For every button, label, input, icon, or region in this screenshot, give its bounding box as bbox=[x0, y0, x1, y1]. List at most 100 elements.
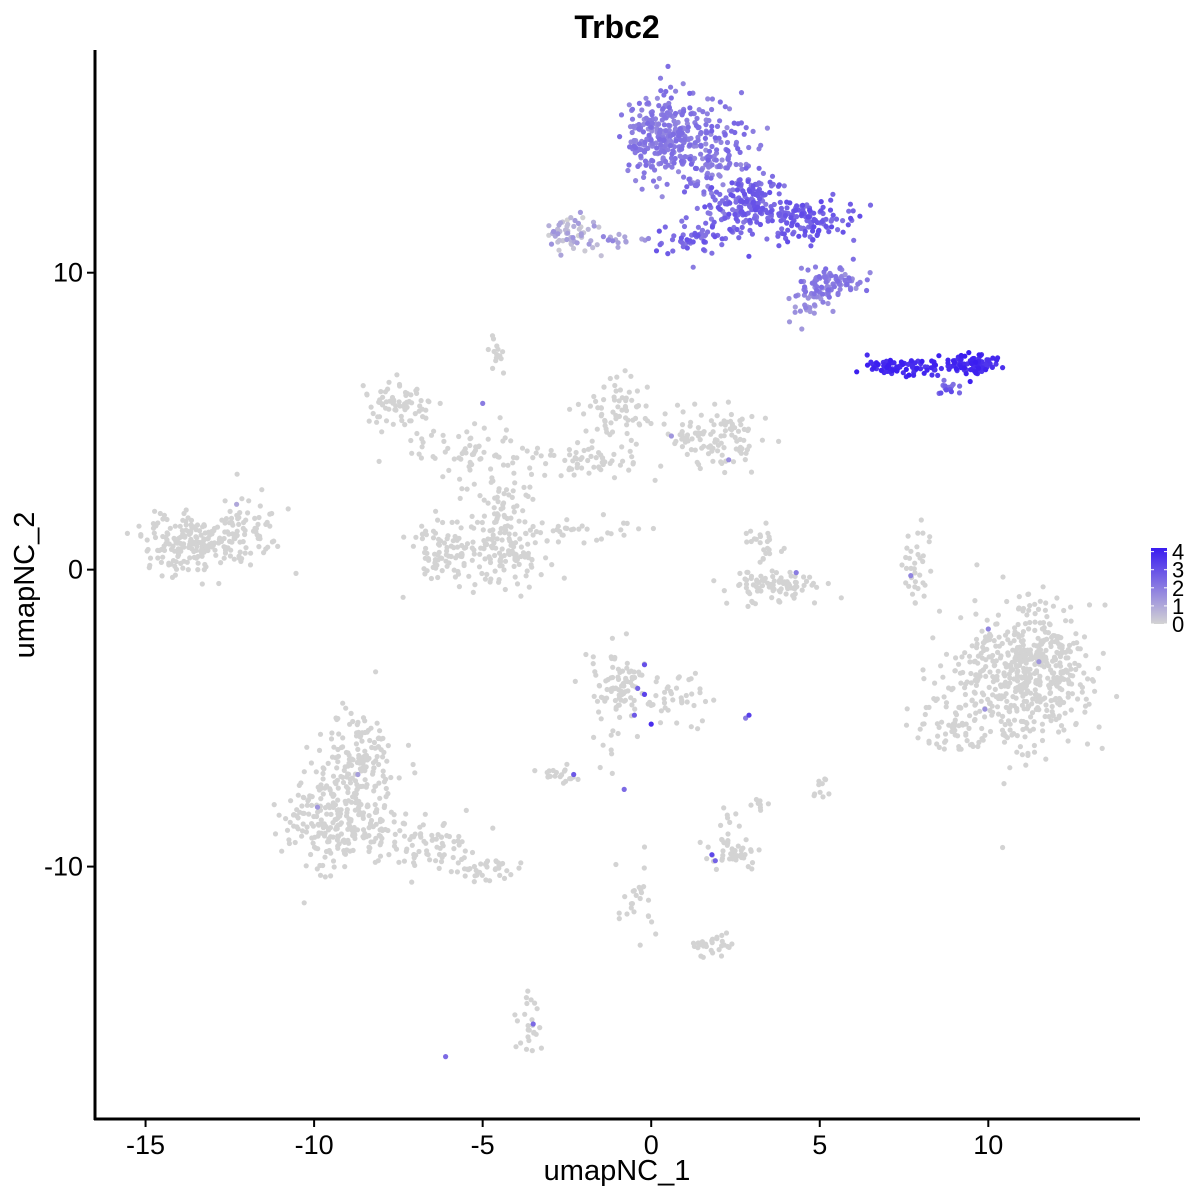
cell-point bbox=[733, 446, 739, 452]
cell-point bbox=[518, 544, 525, 550]
cell-point bbox=[645, 235, 652, 242]
cell-point bbox=[252, 515, 258, 522]
cell-point bbox=[823, 777, 829, 783]
cell-point bbox=[811, 302, 818, 308]
cell-point bbox=[591, 223, 597, 229]
cell-point bbox=[618, 112, 625, 118]
cell-point bbox=[758, 807, 764, 813]
cell-point bbox=[493, 355, 499, 361]
cell-point bbox=[714, 147, 720, 153]
cell-point bbox=[665, 251, 671, 257]
cell-point bbox=[703, 141, 709, 147]
cell-point bbox=[728, 851, 734, 857]
cell-point bbox=[867, 202, 874, 208]
cell-point bbox=[666, 122, 672, 128]
cell-point bbox=[257, 503, 263, 509]
cell-point bbox=[1023, 698, 1030, 705]
cell-point bbox=[1073, 631, 1079, 637]
cell-point bbox=[637, 942, 643, 948]
cell-point bbox=[864, 362, 871, 368]
cell-point bbox=[331, 864, 337, 870]
cell-point bbox=[419, 531, 425, 537]
cell-point bbox=[1019, 682, 1025, 689]
cell-point bbox=[454, 553, 460, 559]
cell-point bbox=[697, 465, 703, 472]
cell-point bbox=[1053, 663, 1059, 669]
cell-point bbox=[587, 403, 594, 409]
cell-point bbox=[329, 730, 335, 736]
cell-point bbox=[385, 791, 391, 797]
cell-point bbox=[628, 695, 634, 701]
cell-point bbox=[145, 546, 151, 553]
cell-point bbox=[355, 771, 361, 778]
cell-point bbox=[736, 823, 742, 829]
cell-point bbox=[1014, 708, 1020, 714]
cell-point bbox=[309, 802, 315, 809]
cell-point bbox=[773, 570, 780, 576]
cell-point bbox=[748, 848, 754, 854]
cell-point bbox=[958, 680, 964, 686]
cell-point bbox=[481, 513, 487, 519]
cell-point bbox=[687, 142, 693, 148]
cell-point bbox=[376, 761, 382, 768]
cell-point bbox=[692, 447, 698, 453]
cell-point bbox=[396, 381, 403, 388]
cell-point bbox=[1042, 629, 1048, 635]
cell-point bbox=[733, 811, 739, 817]
cell-point bbox=[353, 741, 359, 747]
x-tick-label: -5 bbox=[471, 1130, 495, 1160]
cell-point bbox=[160, 516, 166, 522]
cell-point bbox=[1043, 702, 1049, 708]
cell-point bbox=[996, 643, 1003, 649]
cell-point bbox=[418, 455, 424, 461]
cell-point bbox=[294, 807, 300, 813]
cell-point bbox=[641, 691, 648, 698]
cell-point bbox=[752, 207, 759, 213]
cell-point bbox=[681, 223, 688, 230]
cell-point bbox=[653, 140, 659, 146]
cell-point bbox=[506, 531, 512, 537]
cell-point bbox=[350, 757, 356, 763]
cell-point bbox=[301, 769, 307, 775]
cell-point bbox=[532, 1000, 538, 1006]
cell-point bbox=[1065, 738, 1071, 744]
cell-point bbox=[1008, 702, 1014, 709]
cell-point bbox=[462, 446, 468, 452]
cell-point bbox=[807, 574, 813, 580]
cell-point bbox=[316, 747, 323, 754]
cell-point bbox=[622, 404, 629, 411]
cell-point bbox=[953, 366, 960, 372]
cell-point bbox=[124, 530, 130, 537]
cell-point bbox=[721, 445, 727, 451]
colorbar-tick-label: 0 bbox=[1172, 612, 1184, 637]
cell-point bbox=[530, 496, 536, 502]
cell-point bbox=[392, 831, 398, 838]
cell-point bbox=[1040, 584, 1046, 590]
cell-point bbox=[802, 284, 808, 290]
cell-point bbox=[665, 684, 671, 690]
cell-point bbox=[484, 571, 490, 578]
cell-point bbox=[228, 547, 234, 553]
cell-point bbox=[159, 573, 165, 579]
cell-point bbox=[727, 160, 733, 166]
cell-point bbox=[1037, 647, 1044, 653]
cell-point bbox=[1012, 629, 1018, 635]
cell-point bbox=[1100, 650, 1106, 656]
cell-point bbox=[602, 418, 608, 425]
cell-point bbox=[334, 777, 340, 783]
cell-point bbox=[777, 199, 783, 205]
cell-point bbox=[1026, 626, 1032, 632]
cell-point bbox=[523, 573, 529, 579]
cell-point bbox=[692, 670, 699, 676]
cell-point bbox=[341, 850, 348, 857]
cell-point bbox=[712, 401, 718, 407]
cell-point bbox=[399, 417, 405, 424]
cell-point bbox=[373, 758, 379, 764]
cell-point bbox=[983, 367, 989, 373]
cell-point bbox=[793, 570, 799, 576]
cell-point bbox=[1004, 735, 1011, 741]
cell-point bbox=[745, 603, 751, 610]
cell-point bbox=[743, 530, 749, 537]
cell-point bbox=[976, 352, 982, 358]
cell-point bbox=[256, 544, 262, 550]
